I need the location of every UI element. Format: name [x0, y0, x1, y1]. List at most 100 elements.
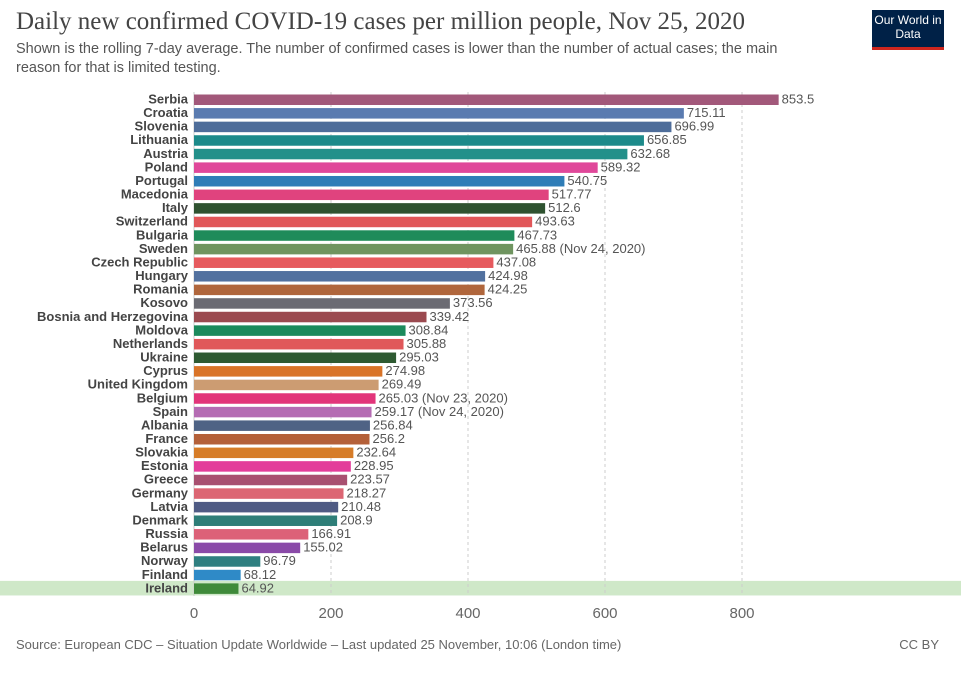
category-label: Bosnia and Herzegovina: [37, 309, 189, 324]
value-label: 166.91: [311, 526, 351, 541]
category-label: United Kingdom: [88, 377, 188, 392]
value-label: 256.2: [372, 431, 405, 446]
bar-greece: [194, 474, 348, 486]
value-label: 465.88 (Nov 24, 2020): [516, 241, 645, 256]
value-label: 68.12: [244, 567, 277, 582]
license-link[interactable]: CC BY: [899, 637, 939, 652]
category-label: Portugal: [135, 173, 188, 188]
bar-italy: [194, 203, 546, 214]
value-label: 269.49: [382, 377, 422, 392]
bar-slovakia: [194, 447, 354, 459]
value-label: 853.5: [782, 92, 815, 107]
value-label: 232.64: [356, 445, 396, 460]
bar-poland: [194, 162, 598, 173]
value-label: 228.95: [354, 458, 394, 473]
category-label: Hungary: [135, 268, 189, 283]
bar-czech-republic: [194, 257, 494, 268]
category-label: Slovenia: [135, 119, 189, 134]
category-label: Bulgaria: [136, 227, 189, 242]
bar-lithuania: [194, 135, 644, 146]
value-label: 656.85: [647, 132, 687, 147]
value-label: 493.63: [535, 214, 575, 229]
chart-title: Daily new confirmed COVID-19 cases per m…: [16, 8, 746, 35]
value-label: 208.9: [340, 512, 373, 527]
category-label: Kosovo: [140, 295, 188, 310]
bar-norway: [194, 556, 261, 567]
bar-portugal: [194, 175, 565, 187]
value-label: 259.17 (Nov 24, 2020): [375, 404, 504, 419]
value-label: 210.48: [341, 499, 381, 514]
bar-germany: [194, 488, 344, 499]
bar-kosovo: [194, 298, 450, 309]
highlight-row: [0, 580, 961, 596]
bar-serbia: [194, 94, 779, 105]
value-label: 467.73: [517, 227, 557, 242]
bar-estonia: [194, 461, 351, 472]
bar-spain: [194, 406, 372, 418]
category-label: Greece: [144, 472, 188, 487]
bar-hungary: [194, 271, 486, 282]
bar-denmark: [194, 515, 338, 526]
bar-latvia: [194, 501, 339, 513]
category-label: Netherlands: [113, 336, 188, 351]
value-label: 540.75: [567, 173, 607, 188]
bar-belgium: [194, 393, 376, 404]
category-label: Albania: [141, 417, 189, 432]
bar-bosnia-and-herzegovina: [194, 311, 427, 323]
category-label: Germany: [132, 485, 189, 500]
bar-netherlands: [194, 338, 404, 350]
category-label: Macedonia: [121, 187, 189, 202]
bar-finland: [194, 569, 241, 581]
value-label: 339.42: [430, 309, 470, 324]
value-label: 424.25: [488, 282, 528, 297]
value-label: 308.84: [409, 322, 449, 337]
x-tick-label: 800: [729, 605, 754, 622]
value-label: 256.84: [373, 417, 413, 432]
value-label: 96.79: [263, 553, 296, 568]
value-label: 223.57: [350, 472, 390, 487]
category-label: Serbia: [148, 92, 189, 107]
bar-macedonia: [194, 189, 549, 201]
x-tick-label: 400: [455, 605, 480, 622]
bar-romania: [194, 284, 485, 296]
category-label: Cyprus: [143, 363, 188, 378]
category-label: Italy: [162, 200, 189, 215]
bar-russia: [194, 529, 309, 540]
bar-belarus: [194, 542, 301, 554]
bar-austria: [194, 148, 628, 160]
value-label: 632.68: [630, 146, 670, 161]
category-label: Romania: [133, 282, 189, 297]
category-label: Ukraine: [140, 350, 188, 365]
bar-croatia: [194, 108, 684, 119]
category-label: Slovakia: [135, 445, 189, 460]
category-label: Switzerland: [116, 214, 188, 229]
bar-france: [194, 434, 370, 445]
value-label: 155.02: [303, 540, 343, 555]
bar-slovenia: [194, 121, 672, 133]
value-label: 696.99: [674, 119, 714, 134]
bar-bulgaria: [194, 230, 515, 241]
category-label: Belarus: [140, 540, 188, 555]
category-label: Spain: [153, 404, 188, 419]
bar-ukraine: [194, 352, 397, 364]
category-label: Denmark: [132, 512, 188, 527]
bar-sweden: [194, 243, 514, 255]
category-label: France: [145, 431, 188, 446]
category-label: Lithuania: [130, 132, 189, 147]
value-label: 295.03: [399, 350, 439, 365]
value-label: 64.92: [241, 580, 274, 595]
category-label: Czech Republic: [91, 254, 188, 269]
category-label: Norway: [141, 553, 189, 568]
value-label: 715.11: [687, 105, 726, 120]
category-label: Croatia: [143, 105, 189, 120]
category-label: Moldova: [135, 322, 188, 337]
owid-logo[interactable]: Our World in Data: [872, 10, 944, 50]
category-label: Austria: [143, 146, 189, 161]
bar-moldova: [194, 325, 406, 336]
value-label: 424.98: [488, 268, 528, 283]
x-tick-label: 200: [318, 605, 343, 622]
x-tick-label: 0: [190, 605, 198, 622]
source-note[interactable]: Source: European CDC – Situation Update …: [16, 637, 622, 652]
